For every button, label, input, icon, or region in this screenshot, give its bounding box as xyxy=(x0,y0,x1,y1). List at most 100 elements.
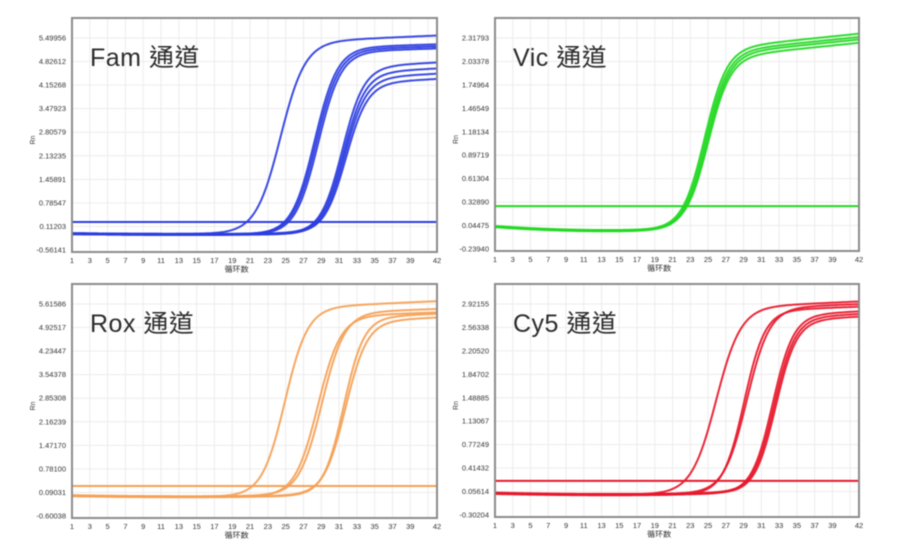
y-tick-labels: 5.61586 4.92517 4.23447 3.54378 2.85308 2.162… xyxy=(36,300,66,521)
x-tick-label: 29 xyxy=(739,255,747,264)
y-axis-label: Rn xyxy=(30,135,37,144)
x-axis-label: 循环数 xyxy=(647,530,671,539)
y-tick-label: -0.23940 xyxy=(459,244,489,253)
curves xyxy=(494,300,860,497)
x-tick-label: 21 xyxy=(246,522,254,531)
y-tick-label: 4.92517 xyxy=(39,323,66,332)
x-tick-labels: 1 3 5 7 9 11 13 15 17 19 21 23 25 27 29 31 33 35 37 39 42 xyxy=(493,521,863,530)
y-tick-label: 2.85308 xyxy=(39,394,66,403)
panel-vic: 2.31793 2.03378 1.74964 1.46549 1.18134 0.897… xyxy=(453,17,863,273)
y-tick-label: 1.74964 xyxy=(462,80,489,89)
y-axis-label: Rn xyxy=(30,401,37,410)
x-tick-label: 23 xyxy=(264,256,272,265)
y-tick-label: 4.82612 xyxy=(39,57,66,66)
y-tick-label: 2.31793 xyxy=(462,34,489,43)
x-tick-label: 35 xyxy=(793,255,801,264)
x-tick-label: 39 xyxy=(828,255,836,264)
y-tick-label: 0.11203 xyxy=(39,222,66,231)
x-tick-label: 25 xyxy=(281,256,289,265)
x-tick-label: 23 xyxy=(264,522,272,531)
x-tick-labels: 1 3 5 7 9 11 13 15 17 19 21 23 25 27 29 31 33 35 37 39 42 xyxy=(70,522,441,531)
x-tick-label: 1 xyxy=(493,521,497,530)
y-tick-label: 2.92155 xyxy=(462,300,489,309)
x-tick-label: 3 xyxy=(88,256,92,265)
y-tick-label: 4.15268 xyxy=(39,81,66,90)
gridlines xyxy=(72,284,437,518)
plot-border xyxy=(71,17,438,253)
x-tick-label: 3 xyxy=(511,521,515,530)
y-tick-label: 1.84702 xyxy=(462,370,489,379)
x-tick-label: 35 xyxy=(371,522,379,531)
plot-background xyxy=(495,18,859,251)
x-tick-label: 17 xyxy=(210,522,218,531)
x-tick-label: 21 xyxy=(668,255,676,264)
x-tick-label: 35 xyxy=(793,521,801,530)
x-axis-label: 循环数 xyxy=(225,265,249,274)
y-tick-label: 5.61586 xyxy=(39,300,66,309)
x-tick-label: 39 xyxy=(406,256,414,265)
x-tick-label: 31 xyxy=(757,521,765,530)
x-tick-label: 42 xyxy=(433,256,441,265)
panel-title: Rox 通道 xyxy=(90,310,194,338)
x-tick-label: 23 xyxy=(686,255,694,264)
gridlines xyxy=(72,18,437,252)
x-tick-label: 21 xyxy=(668,521,676,530)
x-tick-label: 7 xyxy=(546,521,550,530)
x-tick-label: 15 xyxy=(192,256,200,265)
x-tick-label: 7 xyxy=(123,522,127,531)
x-tick-labels: 1 3 5 7 9 11 13 15 17 19 21 23 25 27 29 31 33 35 37 39 42 xyxy=(70,256,441,265)
x-tick-label: 42 xyxy=(433,522,441,531)
amplification-curve xyxy=(71,316,438,498)
x-tick-label: 11 xyxy=(157,256,165,265)
plot-background xyxy=(495,284,859,517)
panel-fam: 5.49956 4.82612 4.15268 3.47923 2.80579 2.132… xyxy=(30,17,441,274)
panel-title: Fam 通道 xyxy=(90,44,200,72)
y-axis-label: Rn xyxy=(453,135,460,144)
x-tick-label: 17 xyxy=(210,256,218,265)
x-tick-label: 15 xyxy=(615,255,623,264)
x-tick-label: 27 xyxy=(722,521,730,530)
x-tick-label: 35 xyxy=(371,256,379,265)
x-tick-label: 17 xyxy=(633,521,641,530)
x-tick-label: 21 xyxy=(246,256,254,265)
x-tick-label: 19 xyxy=(228,522,236,531)
x-tick-label: 27 xyxy=(299,522,307,531)
panel-title: Cy5 通道 xyxy=(513,310,617,338)
x-tick-label: 13 xyxy=(597,255,605,264)
curves xyxy=(71,34,438,236)
x-tick-label: 33 xyxy=(775,255,783,264)
x-tick-label: 11 xyxy=(157,522,165,531)
y-tick-label: 1.13067 xyxy=(462,417,489,426)
amplification-curve xyxy=(494,41,860,232)
x-tick-label: 42 xyxy=(855,255,863,264)
x-tick-label: 39 xyxy=(828,521,836,530)
x-tick-label: 29 xyxy=(317,522,325,531)
x-tick-label: 7 xyxy=(546,255,550,264)
x-tick-label: 15 xyxy=(192,522,200,531)
y-tick-label: -0.56141 xyxy=(36,246,66,255)
x-tick-label: 13 xyxy=(597,521,605,530)
x-tick-label: 33 xyxy=(775,521,783,530)
panel-cy5: 2.92155 2.56338 2.20520 1.84702 1.48885 1.130… xyxy=(453,283,863,539)
x-tick-label: 31 xyxy=(335,522,343,531)
y-tick-labels: 2.92155 2.56338 2.20520 1.84702 1.48885 1.130… xyxy=(459,300,489,520)
x-tick-label: 39 xyxy=(406,522,414,531)
curves xyxy=(494,32,860,233)
x-tick-label: 33 xyxy=(353,256,361,265)
y-tick-label: 2.56338 xyxy=(462,323,489,332)
y-tick-label: 0.04475 xyxy=(462,221,489,230)
y-tick-label: 0.32890 xyxy=(462,198,489,207)
y-tick-label: 3.47923 xyxy=(39,104,66,113)
plot-border xyxy=(494,283,860,518)
x-tick-label: 5 xyxy=(528,255,532,264)
y-tick-label: 1.45891 xyxy=(39,175,66,184)
y-tick-label: 2.20520 xyxy=(462,346,489,355)
x-tick-label: 37 xyxy=(810,255,818,264)
y-tick-label: 3.54378 xyxy=(39,370,66,379)
x-tick-label: 9 xyxy=(141,522,145,531)
x-tick-label: 15 xyxy=(615,521,623,530)
x-tick-label: 13 xyxy=(175,522,183,531)
x-axis-label: 循环数 xyxy=(647,264,671,273)
y-tick-label: 0.89719 xyxy=(462,151,489,160)
